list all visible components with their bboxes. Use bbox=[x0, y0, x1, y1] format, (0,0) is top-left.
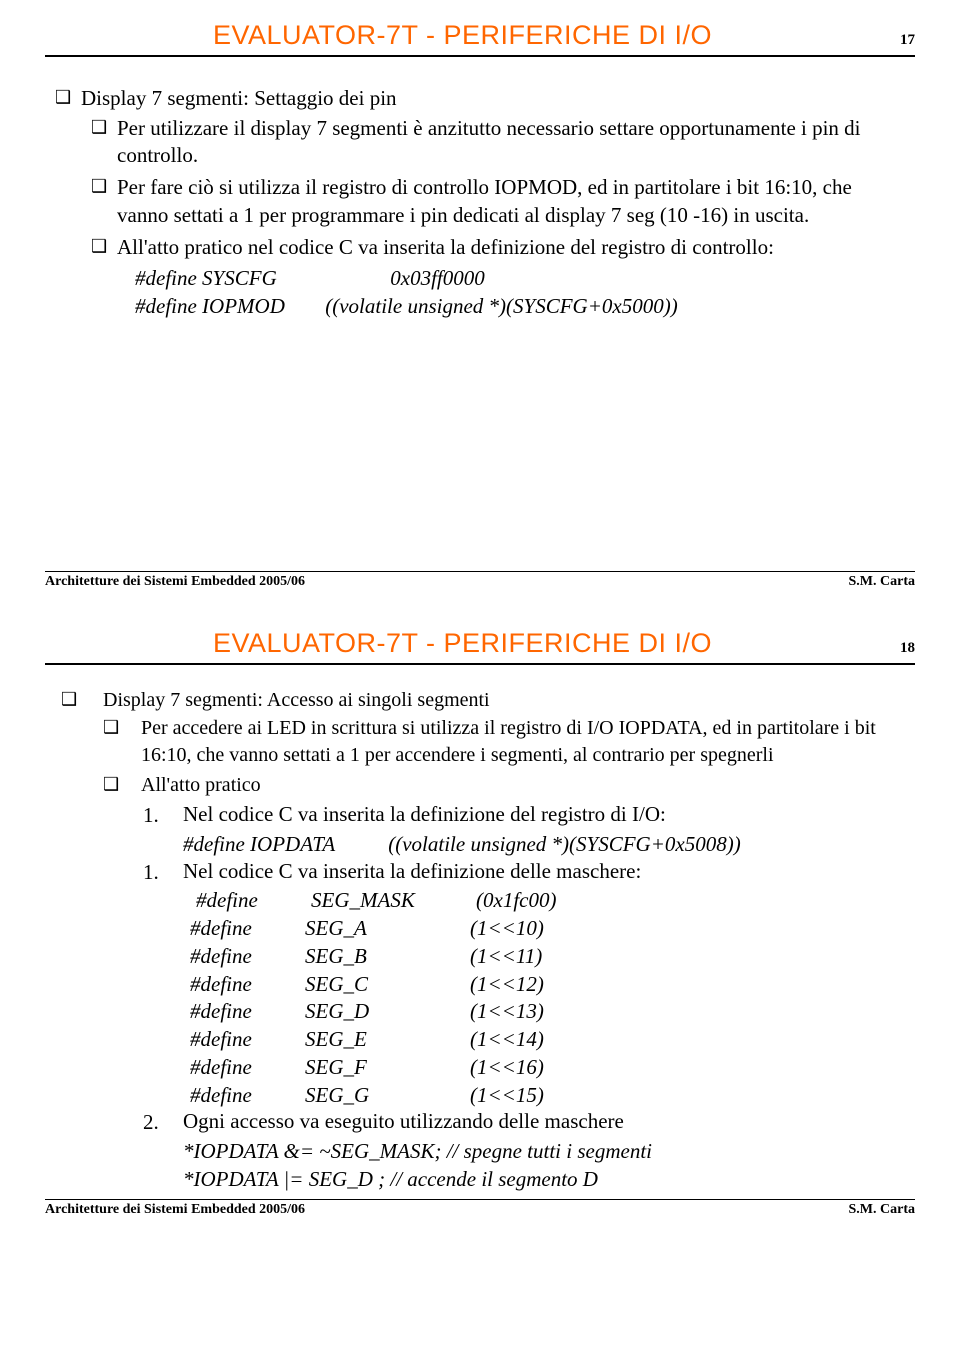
code-line: *IOPDATA |= SEG_D ; // accende il segmen… bbox=[55, 1166, 905, 1194]
define-value: 0x03ff0000 bbox=[390, 266, 485, 290]
define-value: (1<<13) bbox=[470, 998, 544, 1026]
item-text: Nel codice C va inserita la definizione … bbox=[183, 858, 905, 886]
sub-bullet-3: ❑ All'atto pratico nel codice C va inser… bbox=[55, 234, 905, 262]
define-name: SEG_F bbox=[305, 1054, 470, 1082]
slide-17: EVALUATOR-7T - PERIFERICHE DI I/O 17 ❑ D… bbox=[0, 0, 960, 600]
heading-bullet: ❑ Display 7 segmenti: Accesso ai singoli… bbox=[55, 687, 905, 713]
page-number: 18 bbox=[880, 640, 915, 657]
slide-title: EVALUATOR-7T - PERIFERICHE DI I/O bbox=[45, 20, 880, 51]
code-line: #define IOPMOD ((volatile unsigned *)(SY… bbox=[55, 293, 905, 321]
slide-title: EVALUATOR-7T - PERIFERICHE DI I/O bbox=[45, 628, 880, 659]
item-number: 1. bbox=[143, 859, 171, 887]
heading-bullet: ❑ Display 7 segmenti: Settaggio dei pin bbox=[55, 85, 905, 113]
define-keyword: #define bbox=[190, 1054, 305, 1082]
numbered-item-2: 1. Nel codice C va inserita la definizio… bbox=[55, 859, 905, 886]
page-number: 17 bbox=[880, 32, 915, 49]
slide-footer: Architetture dei Sistemi Embedded 2005/0… bbox=[45, 1199, 915, 1218]
define-name: SEG_C bbox=[305, 971, 470, 999]
define-row: #defineSEG_MASK(0x1fc00) bbox=[190, 887, 905, 915]
define-name: SEG_G bbox=[305, 1082, 470, 1110]
footer-left: Architetture dei Sistemi Embedded 2005/0… bbox=[45, 1202, 305, 1218]
heading-text: Display 7 segmenti: Settaggio dei pin bbox=[81, 85, 905, 113]
define-value: (1<<12) bbox=[470, 971, 544, 999]
sub-bullet-2: ❑ Per fare ciò si utilizza il registro d… bbox=[55, 174, 905, 229]
define-keyword: #define bbox=[190, 1082, 305, 1110]
square-bullet-icon: ❑ bbox=[103, 772, 119, 797]
sub-bullet-1: ❑ Per accedere ai LED in scrittura si ut… bbox=[55, 715, 905, 768]
define-row: #defineSEG_D(1<<13) bbox=[190, 998, 905, 1026]
slide-footer: Architetture dei Sistemi Embedded 2005/0… bbox=[45, 571, 915, 590]
code-line: #define IOPDATA ((volatile unsigned *)(S… bbox=[55, 831, 905, 859]
define-name: SEG_E bbox=[305, 1026, 470, 1054]
define-name: #define SYSCFG bbox=[135, 265, 385, 293]
define-row: #defineSEG_A(1<<10) bbox=[190, 915, 905, 943]
square-bullet-icon: ❑ bbox=[55, 85, 71, 110]
define-value: (0x1fc00) bbox=[476, 887, 556, 915]
slide-content: ❑ Display 7 segmenti: Accesso ai singoli… bbox=[45, 687, 915, 1194]
bullet-text: Per utilizzare il display 7 segmenti è a… bbox=[117, 115, 905, 170]
define-row: #defineSEG_C(1<<12) bbox=[190, 971, 905, 999]
bullet-text: All'atto pratico bbox=[141, 772, 905, 798]
define-name: SEG_MASK bbox=[311, 887, 476, 915]
numbered-item-1: 1. Nel codice C va inserita la definizio… bbox=[55, 802, 905, 829]
define-row: #defineSEG_B(1<<11) bbox=[190, 943, 905, 971]
item-number: 2. bbox=[143, 1109, 171, 1137]
define-name: #define IOPMOD bbox=[135, 293, 320, 321]
define-keyword: #define bbox=[190, 998, 305, 1026]
define-keyword: #define bbox=[190, 1026, 305, 1054]
define-value: (1<<10) bbox=[470, 915, 544, 943]
item-text: Nel codice C va inserita la definizione … bbox=[183, 801, 905, 829]
define-value: ((volatile unsigned *)(SYSCFG+0x5008)) bbox=[388, 832, 740, 856]
numbered-item-3: 2. Ogni accesso va eseguito utilizzando … bbox=[55, 1109, 905, 1136]
define-table: #defineSEG_MASK(0x1fc00)#defineSEG_A(1<<… bbox=[55, 887, 905, 1109]
slide-18: EVALUATOR-7T - PERIFERICHE DI I/O 18 ❑ D… bbox=[0, 600, 960, 1229]
square-bullet-icon: ❑ bbox=[91, 234, 107, 259]
square-bullet-icon: ❑ bbox=[91, 174, 107, 199]
define-row: #defineSEG_F(1<<16) bbox=[190, 1054, 905, 1082]
define-value: ((volatile unsigned *)(SYSCFG+0x5000)) bbox=[325, 294, 677, 318]
define-value: (1<<14) bbox=[470, 1026, 544, 1054]
bullet-text: All'atto pratico nel codice C va inserit… bbox=[117, 234, 905, 262]
item-number: 1. bbox=[143, 802, 171, 830]
define-value: (1<<15) bbox=[470, 1082, 544, 1110]
title-row: EVALUATOR-7T - PERIFERICHE DI I/O 18 bbox=[45, 628, 915, 665]
define-name: SEG_B bbox=[305, 943, 470, 971]
sub-bullet-1: ❑ Per utilizzare il display 7 segmenti è… bbox=[55, 115, 905, 170]
define-row: #defineSEG_G(1<<15) bbox=[190, 1082, 905, 1110]
bullet-text: Per fare ciò si utilizza il registro di … bbox=[117, 174, 905, 229]
define-keyword: #define bbox=[196, 887, 311, 915]
code-line: #define SYSCFG 0x03ff0000 bbox=[55, 265, 905, 293]
footer-right: S.M. Carta bbox=[849, 574, 916, 590]
code-line: *IOPDATA &= ~SEG_MASK; // spegne tutti i… bbox=[55, 1138, 905, 1166]
footer-right: S.M. Carta bbox=[849, 1202, 916, 1218]
define-name: SEG_A bbox=[305, 915, 470, 943]
define-keyword: #define bbox=[190, 943, 305, 971]
define-name: SEG_D bbox=[305, 998, 470, 1026]
define-row: #defineSEG_E(1<<14) bbox=[190, 1026, 905, 1054]
footer-left: Architetture dei Sistemi Embedded 2005/0… bbox=[45, 574, 305, 590]
define-keyword: #define bbox=[190, 971, 305, 999]
square-bullet-icon: ❑ bbox=[91, 115, 107, 140]
define-value: (1<<16) bbox=[470, 1054, 544, 1082]
square-bullet-icon: ❑ bbox=[61, 687, 77, 712]
define-keyword: #define bbox=[190, 915, 305, 943]
define-name: #define IOPDATA bbox=[183, 831, 383, 859]
title-row: EVALUATOR-7T - PERIFERICHE DI I/O 17 bbox=[45, 20, 915, 57]
define-value: (1<<11) bbox=[470, 943, 542, 971]
square-bullet-icon: ❑ bbox=[103, 715, 119, 740]
slide-content: ❑ Display 7 segmenti: Settaggio dei pin … bbox=[45, 85, 915, 321]
item-text: Ogni accesso va eseguito utilizzando del… bbox=[183, 1108, 905, 1136]
sub-bullet-2: ❑ All'atto pratico bbox=[55, 772, 905, 798]
heading-text: Display 7 segmenti: Accesso ai singoli s… bbox=[103, 687, 905, 713]
bullet-text: Per accedere ai LED in scrittura si util… bbox=[141, 715, 905, 768]
